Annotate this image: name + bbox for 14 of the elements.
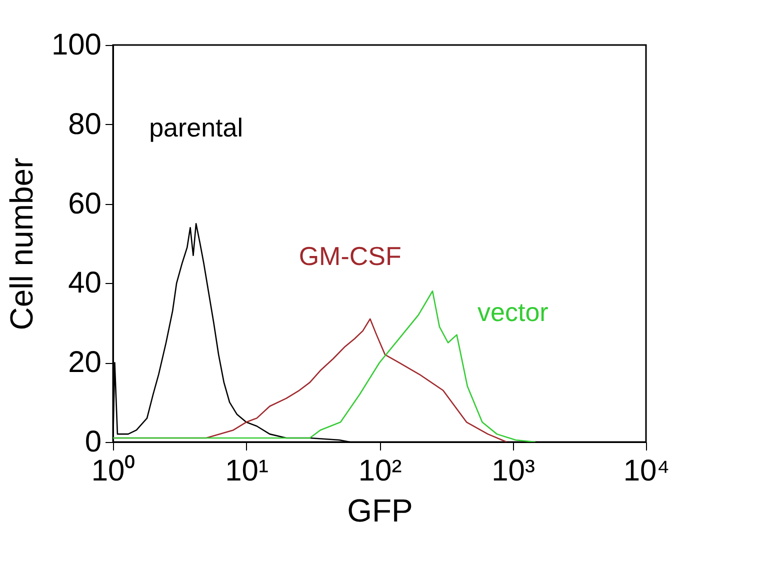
x-tick-label: 10³ [492, 454, 535, 488]
x-tick-label: 10¹ [225, 454, 268, 488]
text: GM-CSF [298, 240, 402, 271]
x-tick-label: 10⁴ [623, 454, 670, 488]
x-tick-label: 10² [358, 454, 402, 488]
series-label: vector [478, 297, 549, 328]
y-axis-title: Cell number [3, 157, 40, 330]
y-tick-label: 80 [68, 108, 102, 141]
y-tick-label: 40 [68, 266, 102, 300]
y-tick-label: 100 [51, 28, 102, 62]
x-axis-title: GFP [347, 492, 413, 528]
y-tick-label: 20 [68, 346, 102, 380]
y-tick-label: 60 [68, 187, 102, 220]
text: parental [149, 112, 244, 143]
